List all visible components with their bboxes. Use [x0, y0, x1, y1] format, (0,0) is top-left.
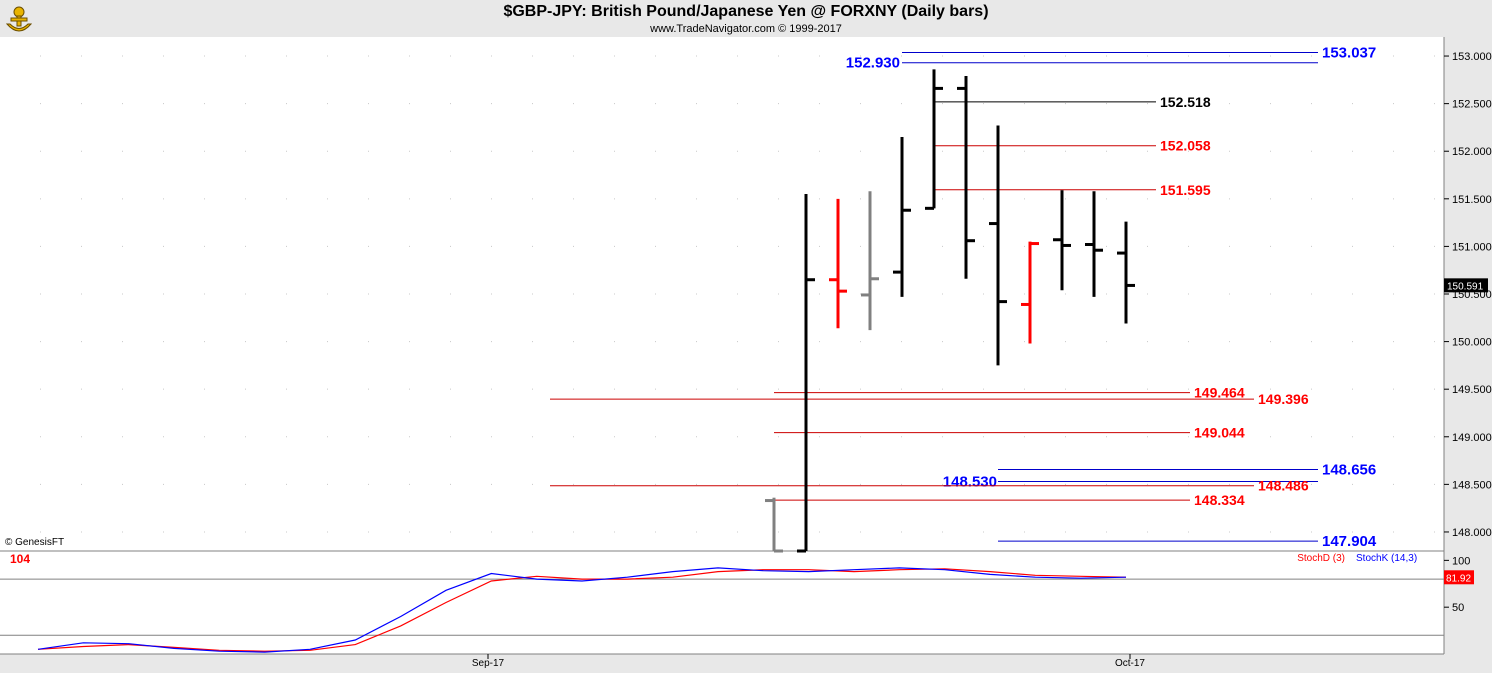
last-price-box: [1444, 278, 1488, 293]
price-tick-label: 152.500: [1452, 99, 1492, 111]
indicator-value: 104: [10, 552, 30, 566]
stoch-series-line: [37, 567, 1127, 653]
ohlc-bar[interactable]: [1053, 190, 1071, 291]
ohlc-bar[interactable]: [925, 69, 943, 210]
watermark: © GenesisFT: [5, 537, 64, 548]
ohlc-bar[interactable]: [861, 191, 879, 331]
x-date-label: Oct-17: [1115, 658, 1145, 669]
stoch-series-line: [37, 568, 1127, 652]
stoch-panel: [0, 551, 1444, 654]
level-label: 149.464: [1194, 385, 1245, 401]
ohlc-bar[interactable]: [957, 76, 975, 279]
level-label: 152.058: [1160, 138, 1211, 154]
price-tick-label: 150.000: [1452, 337, 1492, 349]
x-date-label: Sep-17: [472, 658, 505, 669]
level-label: 149.396: [1258, 391, 1309, 407]
price-panel: [0, 37, 1444, 551]
level-label: 152.930: [846, 55, 900, 72]
level-label: 148.656: [1322, 462, 1376, 479]
stochD-legend: StochD (3): [1297, 553, 1345, 564]
last-price-label: 150.591: [1447, 281, 1484, 292]
price-tick-label: 153.000: [1452, 51, 1492, 63]
stoch-last-label: 81.92: [1446, 573, 1471, 584]
stoch-tick-label: 100: [1452, 555, 1470, 567]
price-tick-label: 151.000: [1452, 241, 1492, 253]
ohlc-bar[interactable]: [829, 198, 847, 329]
level-label: 148.334: [1194, 492, 1245, 508]
ohlc-bar[interactable]: [893, 136, 911, 297]
level-label: 149.044: [1194, 425, 1245, 441]
ohlc-bar[interactable]: [1085, 191, 1103, 297]
stoch-tick-label: 50: [1452, 602, 1464, 614]
ohlc-bar[interactable]: [797, 194, 815, 553]
level-label: 148.486: [1258, 478, 1309, 494]
logo-icon: [2, 2, 36, 36]
ohlc-bar[interactable]: [1021, 241, 1039, 344]
price-tick-label: 151.500: [1452, 194, 1492, 206]
price-tick-label: 148.000: [1452, 527, 1492, 539]
level-label: 147.904: [1322, 533, 1377, 550]
ohlc-bar[interactable]: [989, 125, 1007, 366]
price-tick-label: 149.000: [1452, 432, 1492, 444]
ohlc-bar[interactable]: [1117, 221, 1135, 324]
ohlc-bar[interactable]: [765, 497, 783, 553]
stochK-legend: StochK (14,3): [1356, 553, 1417, 564]
price-tick-label: 149.500: [1452, 384, 1492, 396]
price-tick-label: 148.500: [1452, 479, 1492, 491]
level-label: 153.037: [1322, 45, 1376, 62]
stoch-last-box: [1444, 570, 1474, 585]
chart-title: $GBP-JPY: British Pound/Japanese Yen @ F…: [503, 3, 989, 20]
level-label: 151.595: [1160, 182, 1211, 198]
price-tick-label: 152.000: [1452, 146, 1492, 158]
level-label: 152.518: [1160, 94, 1211, 110]
chart-subtitle: www.TradeNavigator.com © 1999-2017: [650, 23, 842, 35]
level-label: 148.530: [943, 474, 997, 491]
